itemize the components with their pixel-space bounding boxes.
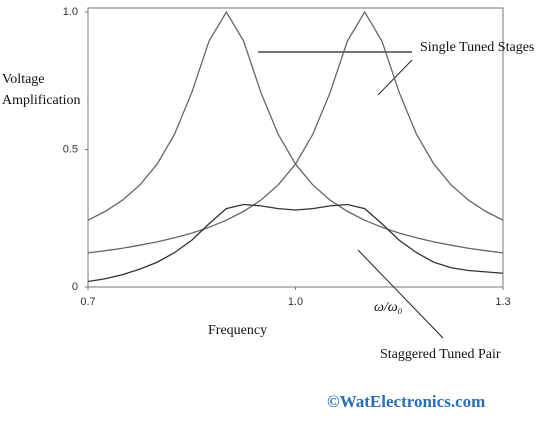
curve [87, 10, 504, 254]
y-tick-label: 0 [72, 281, 78, 293]
annotation: Staggered Tuned Pair [380, 347, 501, 362]
leader-line [377, 59, 413, 96]
x-tick-label: 0.7 [80, 296, 95, 308]
y-axis-label: Voltage [2, 72, 45, 87]
x-annotation: ω/ω₀ [374, 300, 403, 315]
leader-line [357, 249, 444, 339]
x-axis-label: Frequency [208, 323, 267, 338]
x-tick-label: 1.3 [495, 296, 510, 308]
watermark: ©WatElectronics.com [327, 392, 485, 411]
y-tick-label: 0.5 [63, 143, 78, 155]
annotation: Single Tuned Stages [420, 40, 534, 55]
curve [87, 203, 504, 283]
x-tick-label: 1.0 [288, 296, 303, 308]
y-tick-label: 1.0 [63, 6, 78, 18]
y-axis-label: Amplification [2, 93, 81, 108]
